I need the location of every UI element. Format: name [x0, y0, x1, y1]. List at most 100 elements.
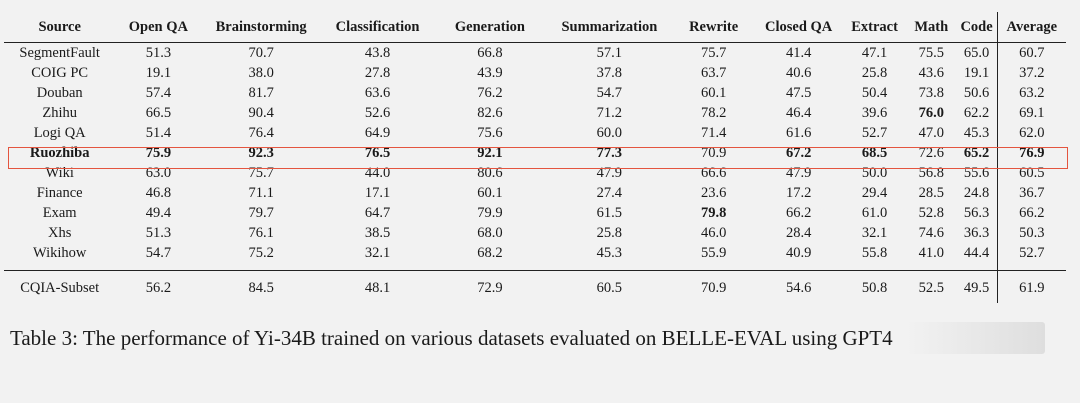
- value-cell: 65.0: [963, 44, 990, 61]
- value-cell: 39.6: [861, 104, 888, 121]
- value-cell: 49.5: [963, 279, 990, 296]
- table-row: Douban 57.4 81.7 63.6 76.2 54.7 60.1 47.5 50.4 73…: [4, 83, 1066, 104]
- column-header: Code: [960, 18, 993, 35]
- value-cell: 28.4: [785, 225, 812, 242]
- table-row: Ruozhiba 75.9 92.3 76.5 92.1 77.3 70.9 67.2 68.5…: [4, 143, 1066, 164]
- value-cell: 79.9: [477, 205, 503, 222]
- value-cell: 71.4: [700, 124, 727, 141]
- source-cell: Exam: [42, 205, 77, 222]
- value-cell: 32.1: [364, 245, 391, 262]
- value-cell: 60.7: [996, 42, 1066, 64]
- value-cell: 41.4: [785, 44, 812, 61]
- value-cell: 49.4: [145, 205, 172, 222]
- value-cell: 92.3: [248, 145, 274, 162]
- value-cell: 17.1: [364, 185, 391, 202]
- value-cell: 50.8: [861, 279, 888, 296]
- value-cell: 68.5: [861, 145, 888, 162]
- table-row: Logi QA 51.4 76.4 64.9 75.6 60.0 71.4 61.6 52.7 4…: [4, 123, 1066, 144]
- value-cell: 76.5: [364, 145, 391, 162]
- value-cell: 72.9: [477, 279, 503, 296]
- value-cell: 75.9: [145, 145, 172, 162]
- column-header: Math: [914, 18, 949, 35]
- value-cell: 36.3: [963, 225, 990, 242]
- value-cell: 55.6: [963, 165, 990, 182]
- value-cell: 79.7: [248, 205, 274, 222]
- value-cell: 47.0: [918, 124, 944, 141]
- value-cell: 62.2: [963, 104, 990, 121]
- value-cell: 48.1: [364, 279, 391, 296]
- value-cell: 61.5: [596, 205, 623, 222]
- table-row: Xhs 51.3 76.1 38.5 68.0 25.8 46.0 28.4 32.1 74.6 3…: [4, 223, 1066, 244]
- value-cell: 24.8: [963, 185, 990, 202]
- value-cell: 71.1: [248, 185, 274, 202]
- value-cell: 74.6: [918, 225, 944, 242]
- table-body: SegmentFault 51.3 70.7 43.8 66.8 57.1 75.7 41.4…: [4, 42, 1066, 304]
- value-cell: 37.8: [596, 64, 623, 81]
- value-cell: 56.3: [963, 205, 990, 222]
- summary-row: CQIA-Subset 56.2 84.5 48.1 72.9 60.5 70.9 54.6 5…: [4, 270, 1066, 304]
- value-cell: 38.0: [248, 64, 274, 81]
- table-caption: Table 3: The performance of Yi-34B train…: [10, 326, 893, 350]
- value-cell: 36.7: [996, 183, 1066, 204]
- value-cell: 70.9: [700, 279, 727, 296]
- results-table: Source Open QA Brainstorming Classification…: [4, 12, 1066, 304]
- value-cell: 44.0: [364, 165, 391, 182]
- value-cell: 75.6: [477, 124, 503, 141]
- value-cell: 47.5: [785, 84, 812, 101]
- value-cell: 52.5: [918, 279, 944, 296]
- value-cell: 66.5: [145, 104, 172, 121]
- value-cell: 50.6: [963, 84, 990, 101]
- source-cell: SegmentFault: [19, 44, 100, 61]
- value-cell: 25.8: [596, 225, 623, 242]
- value-cell: 63.7: [700, 64, 727, 81]
- value-cell: 92.1: [477, 145, 503, 162]
- value-cell: 32.1: [861, 225, 888, 242]
- value-cell: 65.2: [963, 145, 990, 162]
- value-cell: 54.6: [785, 279, 812, 296]
- value-cell: 63.2: [996, 83, 1066, 104]
- source-cell: Douban: [36, 84, 83, 101]
- source-cell: Finance: [36, 185, 83, 202]
- source-cell: Zhihu: [42, 104, 77, 121]
- value-cell: 80.6: [477, 165, 503, 182]
- value-cell: 75.7: [700, 44, 727, 61]
- value-cell: 54.7: [145, 245, 172, 262]
- value-cell: 82.6: [477, 104, 503, 121]
- source-cell: Ruozhiba: [29, 145, 90, 162]
- value-cell: 40.9: [785, 245, 812, 262]
- column-header: Source: [38, 18, 81, 35]
- table-row: SegmentFault 51.3 70.7 43.8 66.8 57.1 75.7 41.4…: [4, 42, 1066, 64]
- value-cell: 79.8: [700, 205, 727, 222]
- value-cell: 43.6: [918, 64, 944, 81]
- value-cell: 77.3: [596, 145, 623, 162]
- value-cell: 61.0: [861, 205, 888, 222]
- value-cell: 69.1: [996, 103, 1066, 124]
- table-row: Zhihu 66.5 90.4 52.6 82.6 71.2 78.2 46.4 39.6 76.…: [4, 103, 1066, 124]
- value-cell: 51.3: [145, 225, 172, 242]
- value-cell: 19.1: [963, 64, 990, 81]
- value-cell: 52.6: [364, 104, 391, 121]
- column-header: Summarization: [561, 18, 658, 35]
- source-cell: Wikihow: [32, 245, 87, 262]
- value-cell: 38.5: [364, 225, 391, 242]
- value-cell: 43.8: [364, 44, 391, 61]
- value-cell: 76.1: [248, 225, 274, 242]
- value-cell: 25.8: [861, 64, 888, 81]
- value-cell: 66.6: [700, 165, 727, 182]
- source-cell: Xhs: [47, 225, 72, 242]
- value-cell: 68.0: [477, 225, 503, 242]
- value-cell: 61.6: [785, 124, 812, 141]
- source-cell: Logi QA: [33, 124, 86, 141]
- value-cell: 60.1: [700, 84, 727, 101]
- value-cell: 41.0: [918, 245, 944, 262]
- value-cell: 81.7: [248, 84, 274, 101]
- value-cell: 75.7: [248, 165, 274, 182]
- value-cell: 50.3: [996, 223, 1066, 244]
- value-cell: 63.0: [145, 165, 172, 182]
- value-cell: 51.4: [145, 124, 172, 141]
- value-cell: 45.3: [963, 124, 990, 141]
- value-cell: 28.5: [918, 185, 944, 202]
- value-cell: 54.7: [596, 84, 623, 101]
- value-cell: 17.2: [785, 185, 812, 202]
- value-cell: 60.1: [477, 185, 503, 202]
